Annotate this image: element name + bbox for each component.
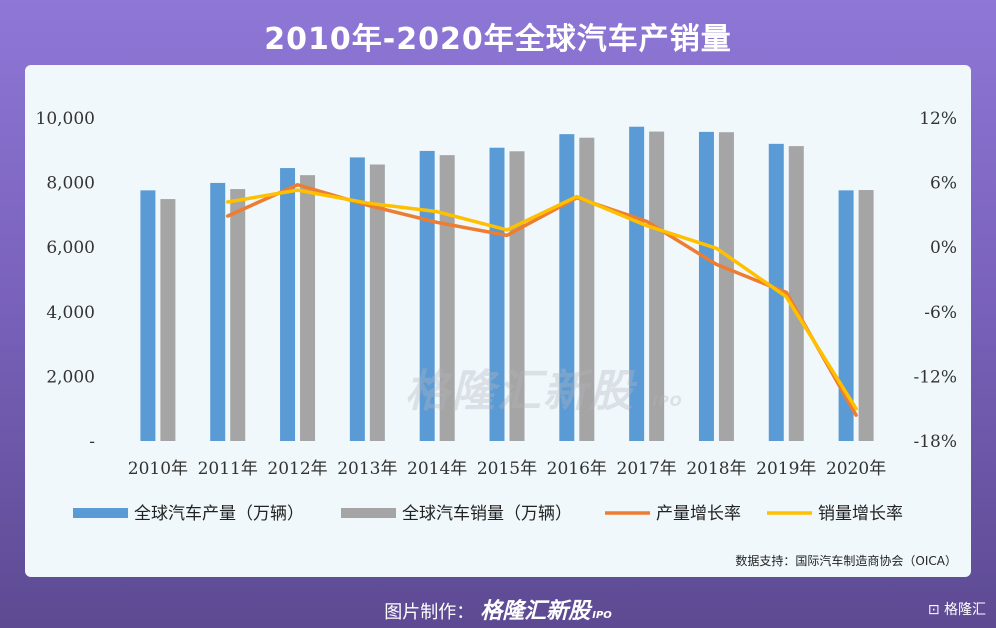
- watermark: 格隆汇新股 IPO: [405, 355, 683, 419]
- right-tick-label: 6%: [930, 174, 957, 194]
- bar-sales: [300, 175, 316, 441]
- left-tick-label: 4,000: [46, 303, 95, 323]
- chart-svg: - 2,000 4,000 6,000 8,000 10,000 -18% -12% -6% 0%…: [36, 109, 957, 524]
- left-tick-label: 2,000: [46, 367, 95, 387]
- left-tick-label: -: [89, 432, 95, 452]
- bar-sales: [858, 190, 874, 441]
- right-tick-label: -12%: [913, 367, 957, 387]
- x-tick-label: 2017年: [617, 459, 677, 479]
- bar-sales: [369, 164, 385, 441]
- bar-production: [768, 143, 784, 441]
- legend-swatch: [73, 508, 128, 518]
- x-tick-label: 2015年: [477, 459, 537, 479]
- right-tick-label: 0%: [930, 238, 957, 258]
- x-tick-label: 2010年: [128, 459, 188, 479]
- bar-production: [838, 190, 854, 441]
- x-tick-label: 2013年: [337, 459, 397, 479]
- left-tick-label: 8,000: [46, 174, 95, 194]
- legend-label: 全球汽车产量（万辆）: [134, 504, 304, 524]
- left-tick-label: 6,000: [46, 238, 95, 258]
- bar-sales: [160, 199, 176, 441]
- bar-sales: [579, 137, 595, 441]
- chart-title: 2010年-2020年全球汽车产销量: [264, 22, 732, 57]
- footer-brand: 格隆汇新股: [480, 599, 591, 624]
- bar-production: [210, 182, 226, 441]
- watermark-sub: IPO: [652, 394, 683, 410]
- x-tick-label: 2018年: [686, 459, 746, 479]
- x-tick-label: 2019年: [756, 459, 816, 479]
- bar-production: [698, 131, 714, 441]
- corner-logo: ⊡ 格隆汇: [927, 602, 986, 618]
- bar-production: [419, 150, 435, 442]
- bar-sales: [788, 146, 804, 441]
- x-tick-label: 2012年: [267, 459, 327, 479]
- bar-sales: [718, 132, 734, 441]
- legend-label: 全球汽车销量（万辆）: [402, 504, 572, 524]
- bar-sales: [649, 131, 665, 441]
- right-tick-label: -18%: [913, 432, 957, 452]
- sales-growth-line: [225, 188, 858, 411]
- bar-production: [349, 157, 365, 441]
- corner-logo-text: 格隆汇: [944, 602, 986, 618]
- bar-production: [280, 168, 296, 441]
- bar-sales: [230, 189, 246, 441]
- bar-production: [629, 126, 645, 441]
- bar-production: [559, 134, 575, 441]
- x-tick-label: 2016年: [547, 459, 607, 479]
- legend-label: 销量增长率: [818, 504, 903, 524]
- legend-swatch: [341, 508, 396, 518]
- footer-ipo: IPO: [592, 610, 612, 621]
- footer: 图片制作： 格隆汇新股 IPO: [0, 593, 996, 625]
- watermark-text: 格隆汇新股: [405, 366, 635, 417]
- data-source: 数据支持：国际汽车制造商协会（OICA）: [735, 554, 957, 568]
- x-tick-label: 2014年: [407, 459, 467, 479]
- x-tick-label: 2020年: [826, 459, 886, 479]
- bar-production: [140, 190, 156, 441]
- right-tick-label: -6%: [924, 303, 957, 323]
- x-tick-label: 2011年: [198, 459, 258, 479]
- bar-production: [489, 147, 505, 441]
- left-tick-label: 10,000: [36, 109, 95, 129]
- legend-label: 产量增长率: [656, 504, 741, 524]
- footer-label: 图片制作：: [384, 602, 475, 623]
- right-tick-label: 12%: [919, 109, 957, 129]
- chart-card: - 2,000 4,000 6,000 8,000 10,000 -18% -12% -6% 0%…: [25, 65, 971, 577]
